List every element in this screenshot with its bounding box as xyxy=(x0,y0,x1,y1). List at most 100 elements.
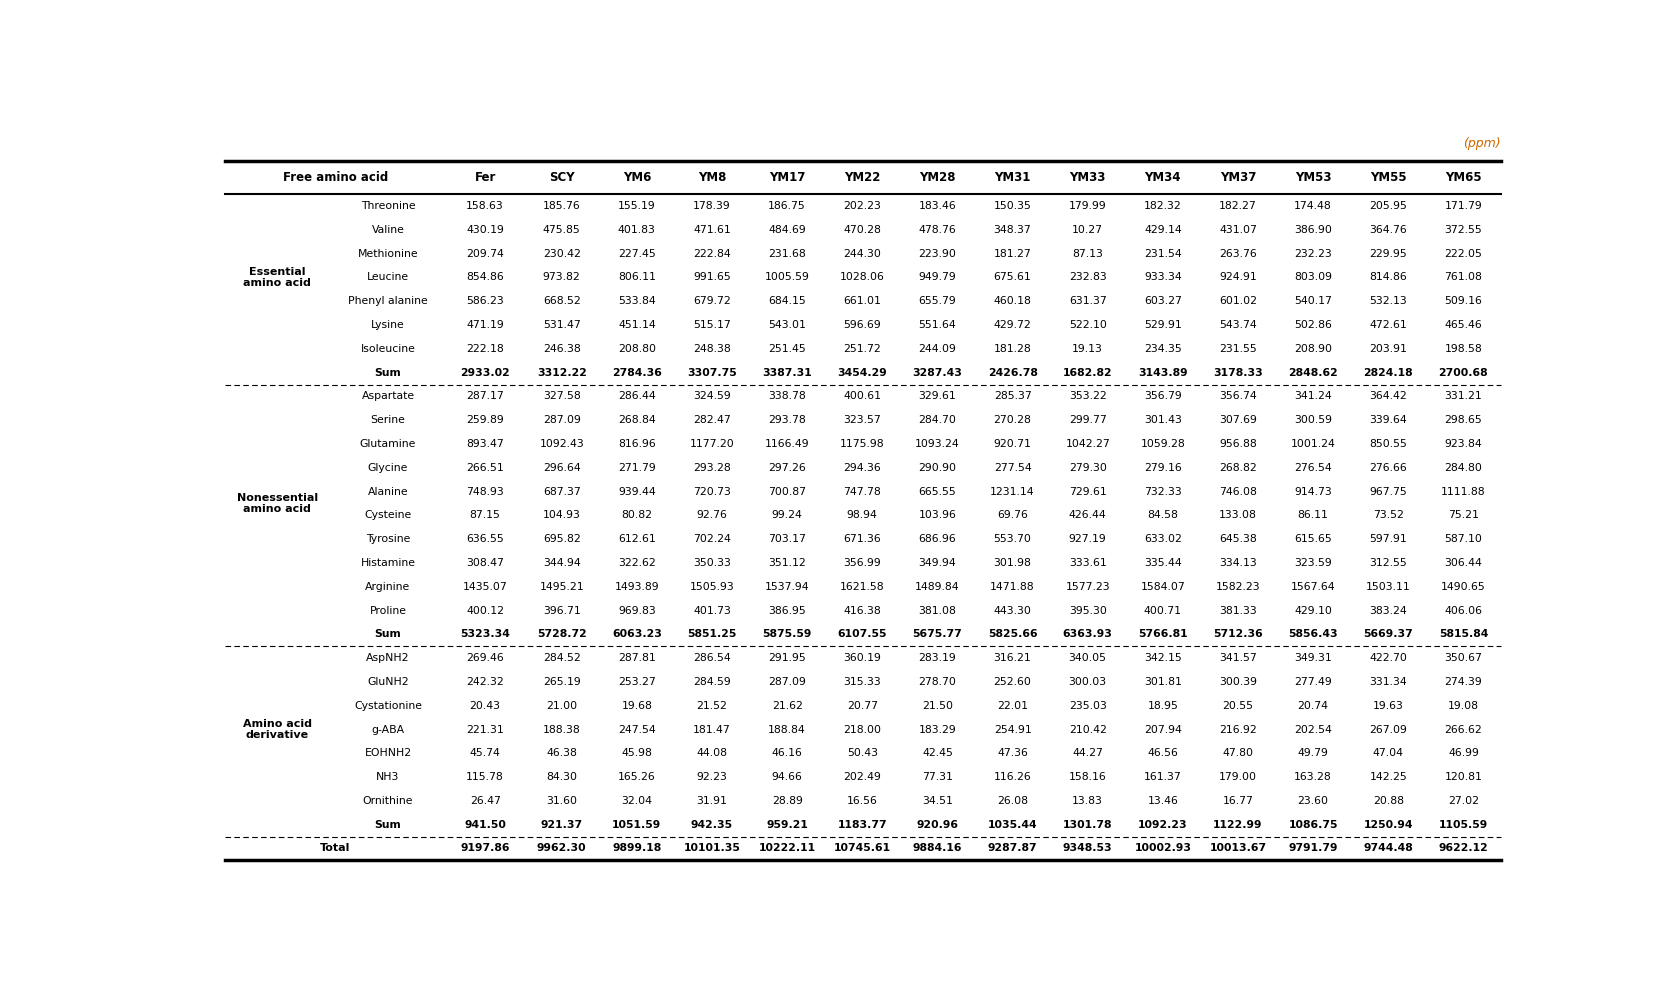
Text: 287.09: 287.09 xyxy=(769,677,806,687)
Text: 720.73: 720.73 xyxy=(693,487,730,497)
Text: 203.91: 203.91 xyxy=(1370,344,1407,354)
Text: 183.46: 183.46 xyxy=(918,201,956,211)
Text: 10222.11: 10222.11 xyxy=(759,844,816,853)
Text: 266.62: 266.62 xyxy=(1444,725,1482,735)
Text: 251.45: 251.45 xyxy=(769,344,806,354)
Text: Cysteine: Cysteine xyxy=(365,511,412,520)
Text: 202.49: 202.49 xyxy=(843,772,881,782)
Text: 86.11: 86.11 xyxy=(1298,511,1328,520)
Text: 198.58: 198.58 xyxy=(1444,344,1482,354)
Text: 1093.24: 1093.24 xyxy=(915,439,960,449)
Text: 401.83: 401.83 xyxy=(618,225,657,235)
Text: 186.75: 186.75 xyxy=(769,201,806,211)
Text: 351.12: 351.12 xyxy=(769,558,806,568)
Text: 747.78: 747.78 xyxy=(844,487,881,497)
Text: Aspartate: Aspartate xyxy=(362,392,415,402)
Text: 1175.98: 1175.98 xyxy=(839,439,884,449)
Text: 668.52: 668.52 xyxy=(543,297,581,306)
Text: 597.91: 597.91 xyxy=(1370,534,1407,544)
Text: 9348.53: 9348.53 xyxy=(1064,844,1112,853)
Text: 46.16: 46.16 xyxy=(772,748,802,758)
Text: 1250.94: 1250.94 xyxy=(1363,820,1414,830)
Text: 923.84: 923.84 xyxy=(1444,439,1482,449)
Text: 287.17: 287.17 xyxy=(466,392,504,402)
Text: 451.14: 451.14 xyxy=(618,320,655,330)
Text: Glycine: Glycine xyxy=(368,463,409,472)
Text: 284.52: 284.52 xyxy=(543,653,581,663)
Text: 356.74: 356.74 xyxy=(1219,392,1256,402)
Text: 854.86: 854.86 xyxy=(466,272,504,283)
Text: 353.22: 353.22 xyxy=(1069,392,1107,402)
Text: 181.47: 181.47 xyxy=(693,725,730,735)
Text: EOHNH2: EOHNH2 xyxy=(365,748,412,758)
Text: 75.21: 75.21 xyxy=(1447,511,1479,520)
Text: Total: Total xyxy=(320,844,350,853)
Text: 210.42: 210.42 xyxy=(1069,725,1107,735)
Text: 84.30: 84.30 xyxy=(546,772,578,782)
Text: 1111.88: 1111.88 xyxy=(1440,487,1486,497)
Text: 2426.78: 2426.78 xyxy=(988,367,1037,378)
Text: 26.08: 26.08 xyxy=(997,795,1028,806)
Text: 381.08: 381.08 xyxy=(918,606,956,616)
Text: 179.99: 179.99 xyxy=(1069,201,1107,211)
Text: Isoleucine: Isoleucine xyxy=(360,344,415,354)
Text: 636.55: 636.55 xyxy=(466,534,504,544)
Text: 5856.43: 5856.43 xyxy=(1288,629,1338,639)
Text: 20.88: 20.88 xyxy=(1374,795,1404,806)
Text: 470.28: 470.28 xyxy=(843,225,881,235)
Text: 748.93: 748.93 xyxy=(466,487,504,497)
Text: 3312.22: 3312.22 xyxy=(536,367,586,378)
Text: 34.51: 34.51 xyxy=(921,795,953,806)
Text: Proline: Proline xyxy=(370,606,407,616)
Text: 323.57: 323.57 xyxy=(844,415,881,425)
Text: 21.00: 21.00 xyxy=(546,701,578,711)
Text: 6063.23: 6063.23 xyxy=(611,629,662,639)
Text: 19.08: 19.08 xyxy=(1447,701,1479,711)
Text: 2784.36: 2784.36 xyxy=(611,367,662,378)
Text: Sum: Sum xyxy=(375,629,402,639)
Text: YM65: YM65 xyxy=(1446,171,1482,184)
Text: 185.76: 185.76 xyxy=(543,201,581,211)
Text: 322.62: 322.62 xyxy=(618,558,655,568)
Text: 9791.79: 9791.79 xyxy=(1288,844,1338,853)
Text: 920.96: 920.96 xyxy=(916,820,958,830)
Text: 1086.75: 1086.75 xyxy=(1288,820,1338,830)
Text: 308.47: 308.47 xyxy=(466,558,504,568)
Text: YM55: YM55 xyxy=(1370,171,1407,184)
Text: 222.84: 222.84 xyxy=(693,248,730,258)
Text: 551.64: 551.64 xyxy=(918,320,956,330)
Text: 364.42: 364.42 xyxy=(1370,392,1407,402)
Text: 87.13: 87.13 xyxy=(1072,248,1104,258)
Text: 229.95: 229.95 xyxy=(1370,248,1407,258)
Text: YM17: YM17 xyxy=(769,171,806,184)
Text: 19.68: 19.68 xyxy=(621,701,652,711)
Text: 266.51: 266.51 xyxy=(466,463,504,472)
Text: Glutamine: Glutamine xyxy=(360,439,415,449)
Text: YM31: YM31 xyxy=(995,171,1030,184)
Text: 9884.16: 9884.16 xyxy=(913,844,961,853)
Text: 218.00: 218.00 xyxy=(843,725,881,735)
Text: 301.98: 301.98 xyxy=(993,558,1032,568)
Text: 10101.35: 10101.35 xyxy=(683,844,740,853)
Text: 661.01: 661.01 xyxy=(843,297,881,306)
Text: 21.50: 21.50 xyxy=(921,701,953,711)
Text: 543.01: 543.01 xyxy=(769,320,806,330)
Text: 202.54: 202.54 xyxy=(1295,725,1332,735)
Text: 16.56: 16.56 xyxy=(848,795,878,806)
Text: 291.95: 291.95 xyxy=(769,653,806,663)
Text: 587.10: 587.10 xyxy=(1444,534,1482,544)
Text: 163.28: 163.28 xyxy=(1295,772,1332,782)
Text: 13.83: 13.83 xyxy=(1072,795,1104,806)
Text: 28.89: 28.89 xyxy=(772,795,802,806)
Text: 26.47: 26.47 xyxy=(469,795,501,806)
Text: 77.31: 77.31 xyxy=(921,772,953,782)
Text: 386.90: 386.90 xyxy=(1295,225,1332,235)
Text: 9962.30: 9962.30 xyxy=(538,844,586,853)
Text: 806.11: 806.11 xyxy=(618,272,657,283)
Text: 921.37: 921.37 xyxy=(541,820,583,830)
Text: 814.86: 814.86 xyxy=(1370,272,1407,283)
Text: 9744.48: 9744.48 xyxy=(1363,844,1414,853)
Text: 98.94: 98.94 xyxy=(848,511,878,520)
Text: 300.59: 300.59 xyxy=(1295,415,1332,425)
Text: 284.70: 284.70 xyxy=(918,415,956,425)
